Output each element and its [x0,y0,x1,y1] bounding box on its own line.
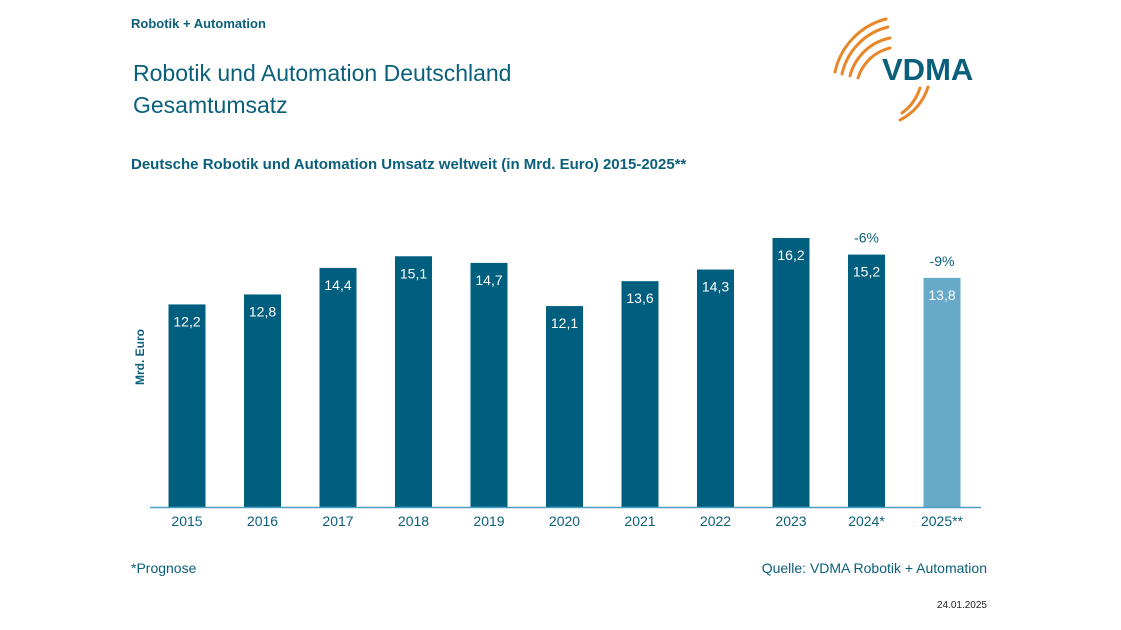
bar [621,281,659,507]
x-tick-label: 2015 [171,513,202,529]
data-label: 16,2 [777,247,804,263]
change-annotation: -9% [930,253,955,269]
source-note: Quelle: VDMA Robotik + Automation [761,560,987,576]
bar [395,256,432,507]
bar [848,254,885,507]
bar [168,304,206,507]
x-tick-label: 2016 [247,513,278,529]
x-tick-label: 2021 [624,513,655,529]
data-label: 14,4 [324,277,351,293]
x-tick-label: 2020 [549,513,580,529]
vdma-logo: VDMA [833,17,973,122]
x-tick-label: 2023 [775,513,806,529]
x-tick-label: 2018 [398,513,429,529]
data-label: 12,8 [249,303,276,319]
bar [772,238,810,507]
data-label: 15,2 [853,264,880,280]
bar [244,294,281,507]
bar [319,267,357,507]
page-title: Robotik und Automation Deutschland [133,60,512,86]
x-tick-label: 2019 [473,513,504,529]
forecast-note: *Prognose [131,560,197,576]
x-tick-label: 2024* [848,513,885,529]
section-label: Robotik + Automation [131,16,266,31]
page-subtitle: Gesamtumsatz [133,92,288,118]
data-label: 13,8 [928,287,955,303]
bar [697,269,734,507]
x-tick-label: 2022 [700,513,731,529]
logo-text: VDMA [882,52,973,87]
data-label: 15,1 [400,265,427,281]
bar [546,306,583,507]
bar [923,277,961,507]
data-label: 12,2 [173,313,200,329]
x-tick-label: 2025** [921,513,964,529]
bar [470,262,508,507]
data-label: 14,3 [702,279,729,295]
data-label: 12,1 [551,315,578,331]
date-stamp: 24.01.2025 [936,600,987,611]
chart-title: Deutsche Robotik und Automation Umsatz w… [131,156,687,173]
data-label: 13,6 [626,290,653,306]
x-tick-label: 2017 [322,513,353,529]
change-annotation: -6% [854,230,879,246]
data-label: 14,7 [475,272,502,288]
